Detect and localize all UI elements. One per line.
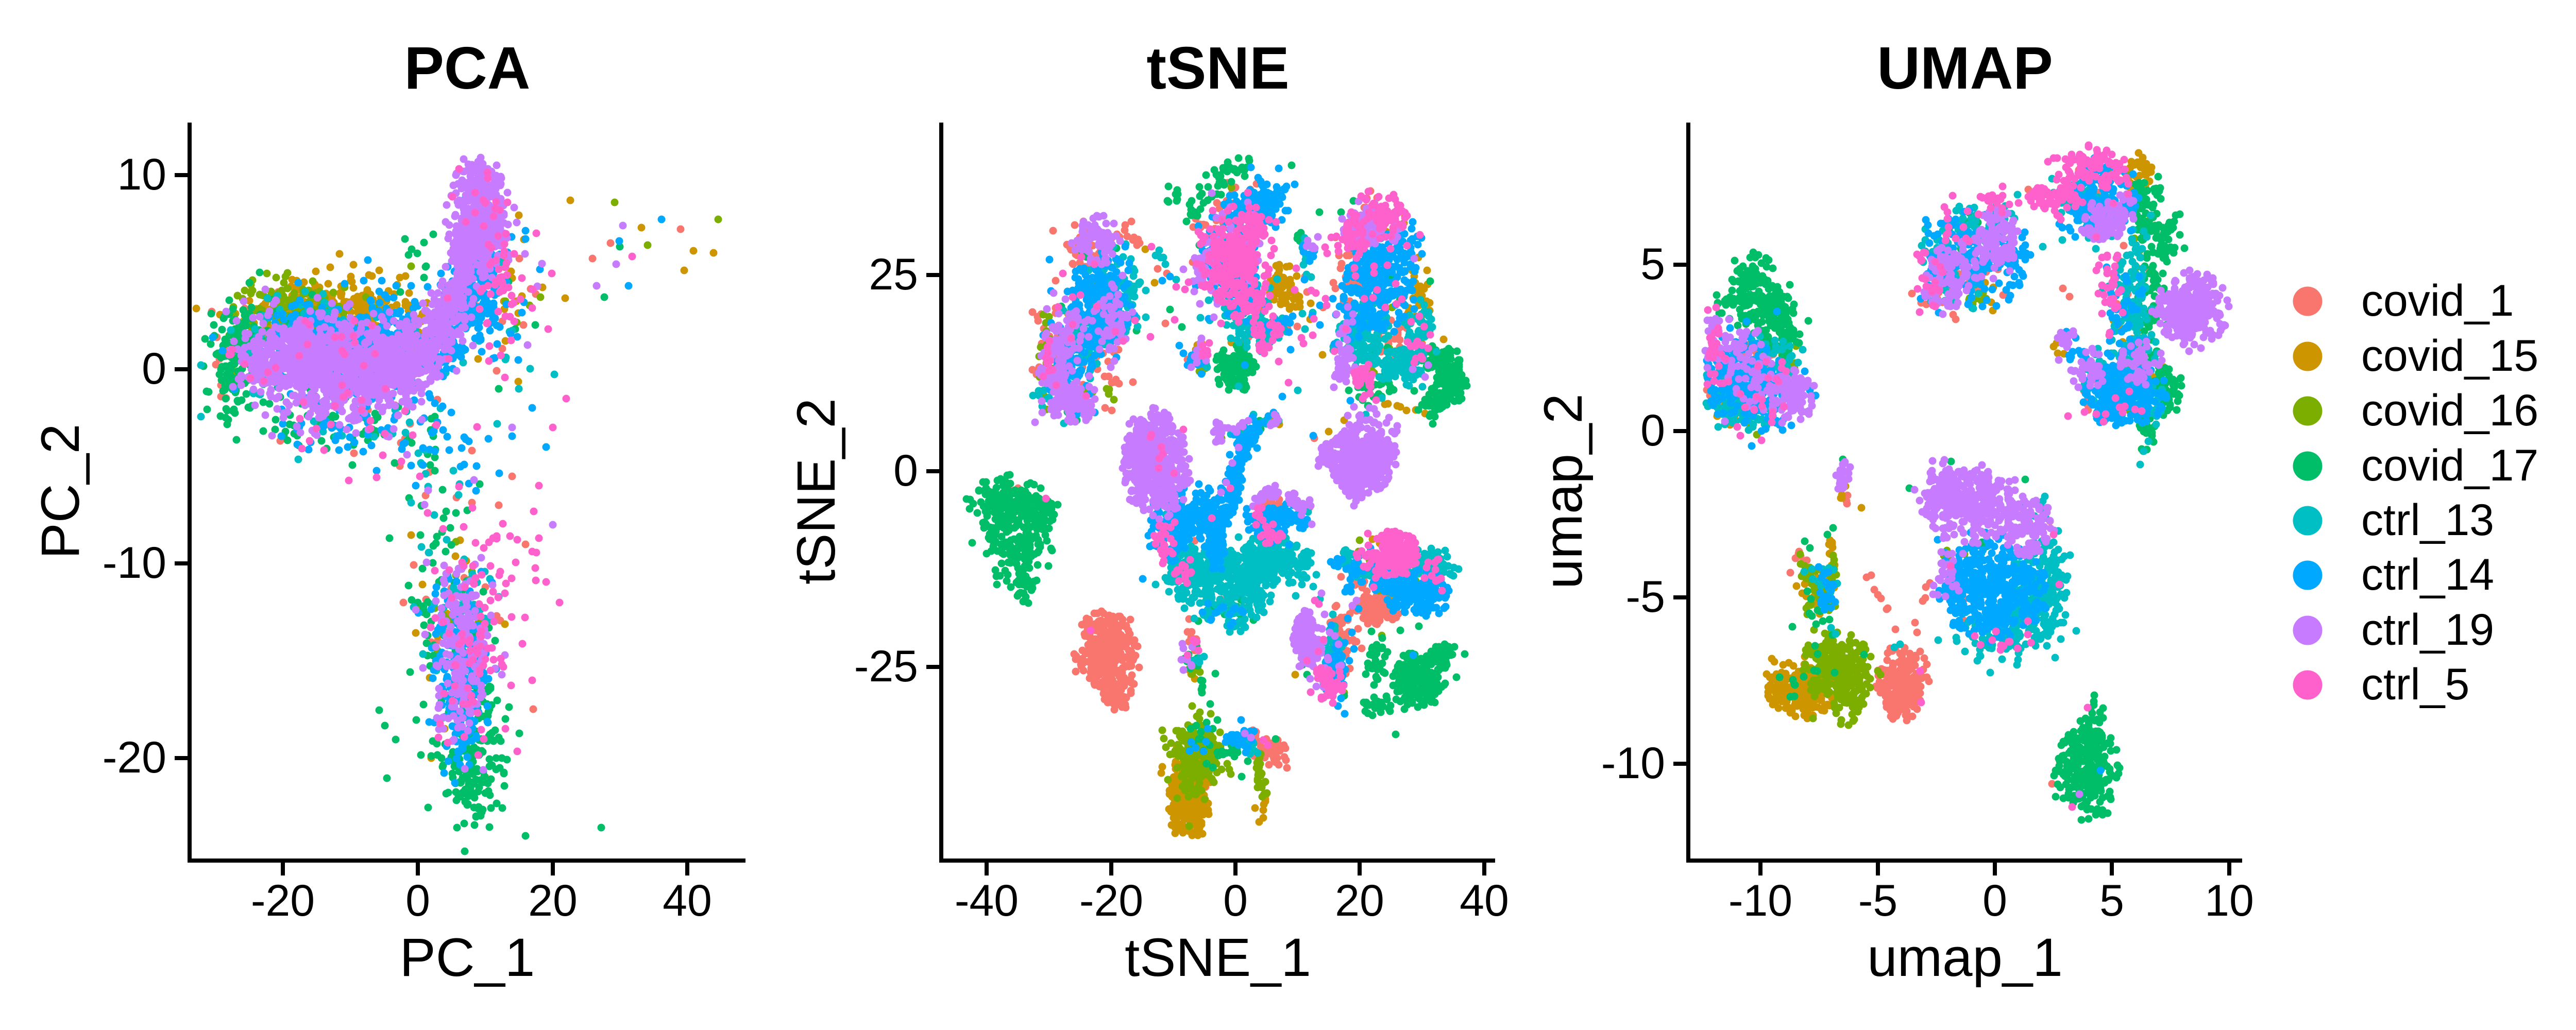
svg-text:umap_1: umap_1: [1867, 928, 2062, 988]
svg-text:PC_2: PC_2: [30, 424, 91, 559]
svg-text:-25: -25: [854, 642, 918, 691]
svg-text:0: 0: [405, 876, 430, 925]
svg-text:20: 20: [1335, 876, 1384, 925]
svg-text:5: 5: [2099, 876, 2124, 925]
svg-text:ctrl_13: ctrl_13: [2361, 495, 2494, 545]
svg-text:tSNE_2: tSNE_2: [786, 398, 846, 585]
svg-text:10: 10: [2205, 876, 2254, 925]
svg-text:-40: -40: [955, 876, 1019, 925]
svg-text:covid_16: covid_16: [2361, 386, 2538, 435]
svg-text:covid_15: covid_15: [2361, 331, 2538, 381]
svg-text:-5: -5: [1626, 572, 1665, 622]
svg-text:-10: -10: [1728, 876, 1792, 925]
svg-text:40: 40: [663, 876, 712, 925]
svg-text:-10: -10: [103, 538, 166, 588]
svg-text:5: 5: [1640, 239, 1665, 289]
svg-text:-20: -20: [103, 733, 166, 782]
svg-text:0: 0: [1982, 876, 2007, 925]
svg-text:PC_1: PC_1: [400, 928, 535, 988]
svg-text:-10: -10: [1601, 739, 1665, 788]
svg-text:20: 20: [528, 876, 578, 925]
svg-text:ctrl_5: ctrl_5: [2361, 660, 2469, 709]
svg-text:ctrl_19: ctrl_19: [2361, 605, 2494, 655]
svg-text:25: 25: [869, 250, 918, 299]
svg-text:umap_2: umap_2: [1533, 393, 1594, 589]
svg-text:tSNE_1: tSNE_1: [1125, 928, 1311, 988]
svg-text:0: 0: [1640, 406, 1665, 455]
svg-text:UMAP: UMAP: [1877, 35, 2053, 101]
svg-text:ctrl_14: ctrl_14: [2361, 550, 2494, 599]
svg-text:covid_17: covid_17: [2361, 441, 2538, 490]
svg-text:covid_1: covid_1: [2361, 276, 2514, 325]
svg-text:0: 0: [1223, 876, 1248, 925]
svg-text:tSNE: tSNE: [1146, 35, 1289, 101]
svg-text:10: 10: [117, 150, 166, 199]
svg-text:0: 0: [142, 344, 166, 393]
svg-text:-20: -20: [251, 876, 315, 925]
svg-text:-5: -5: [1858, 876, 1897, 925]
svg-text:0: 0: [893, 446, 918, 495]
svg-text:40: 40: [1460, 876, 1509, 925]
svg-text:PCA: PCA: [404, 35, 531, 101]
svg-text:-20: -20: [1079, 876, 1143, 925]
